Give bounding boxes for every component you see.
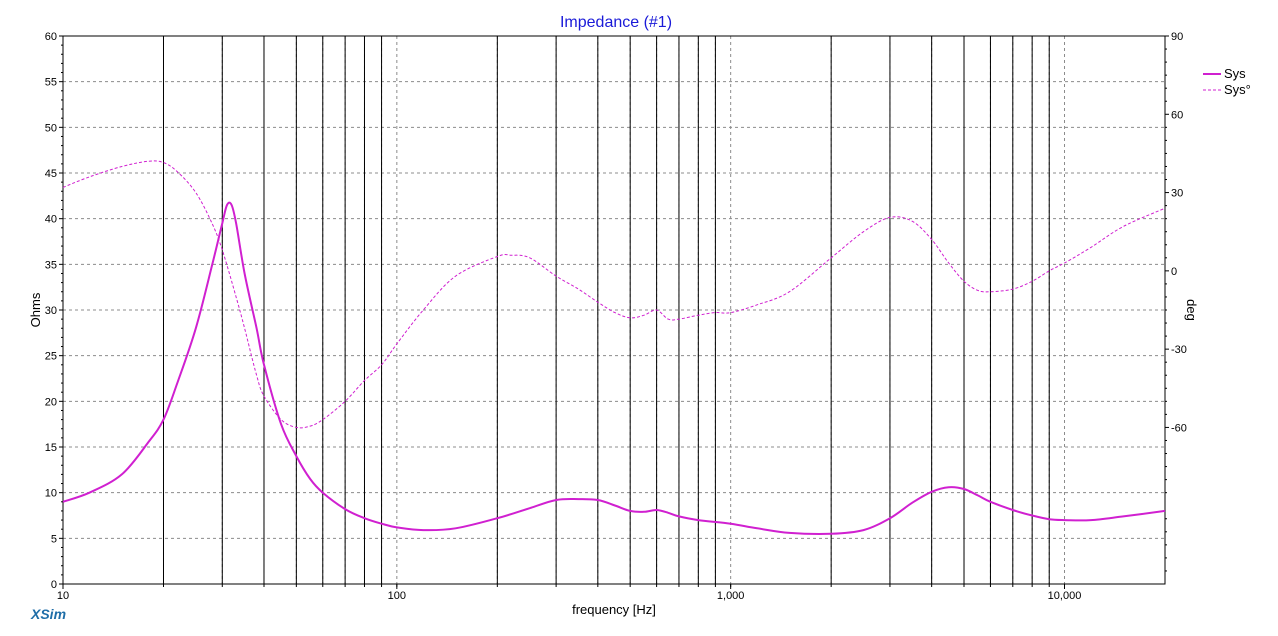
grid-layer [63, 36, 1165, 584]
y2-tick-label: 0 [1171, 266, 1177, 278]
y-tick-label: 25 [45, 351, 57, 363]
tick-layer: 0 5 10 15 20 25 30 35 40 45 50 55 60 -60 -30 0 30 60 90 10 1… [45, 31, 1187, 602]
series-line-sys-phase [62, 160, 1166, 429]
y-tick-label: 40 [45, 214, 57, 226]
chart-title: Impedance (#1) [560, 14, 672, 31]
y-tick-label: 5 [51, 533, 57, 545]
y-tick-label: 15 [45, 442, 57, 454]
legend-label: Sys [1224, 66, 1246, 81]
x-tick-label: 1,000 [717, 590, 745, 602]
y-tick-label: 0 [51, 579, 57, 591]
xsim-logo: XSim [31, 606, 67, 622]
y-tick-label: 30 [45, 305, 57, 317]
y-axis-label: Ohms [28, 292, 43, 327]
y2-tick-label: 60 [1171, 109, 1183, 121]
vertical-marker-layer [162, 36, 1050, 584]
x-axis-label: frequency [Hz] [572, 602, 656, 617]
y-tick-label: 20 [45, 396, 57, 408]
x-tick-label: 100 [388, 590, 406, 602]
y2-tick-label: -30 [1171, 344, 1187, 356]
series-line-sys-impedance [62, 201, 1166, 535]
y-tick-label: 10 [45, 488, 57, 500]
y-tick-label: 50 [45, 122, 57, 134]
y-tick-label: 45 [45, 168, 57, 180]
series-layer [62, 160, 1166, 535]
legend-label: Sys° [1224, 82, 1251, 97]
y2-axis-label: deg [1184, 299, 1199, 321]
y-tick-label: 35 [45, 259, 57, 271]
x-tick-label: 10 [57, 590, 69, 602]
x-tick-label: 10,000 [1048, 590, 1082, 602]
y-tick-label: 60 [45, 31, 57, 43]
y2-tick-label: 90 [1171, 31, 1183, 43]
y2-tick-label: 30 [1171, 188, 1183, 200]
y-tick-label: 55 [45, 77, 57, 89]
y2-tick-label: -60 [1171, 422, 1187, 434]
